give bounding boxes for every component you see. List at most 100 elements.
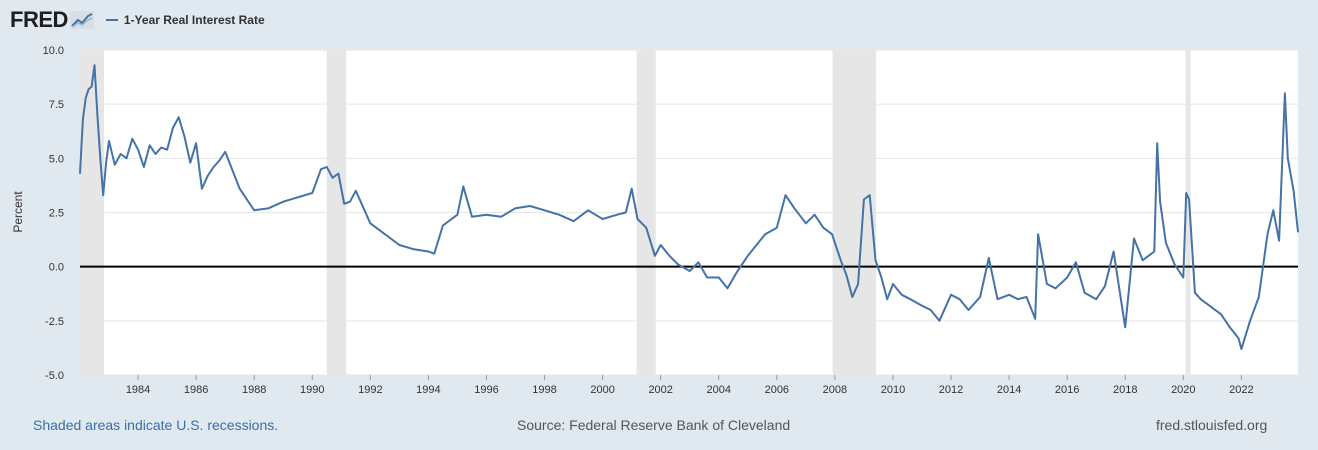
data-point <box>96 114 98 116</box>
chart-legend: 1-Year Real Interest Rate <box>105 13 265 27</box>
x-tick-label: 1986 <box>184 384 208 396</box>
data-point <box>755 244 758 246</box>
y-tick-label: -5.0 <box>45 370 64 382</box>
data-point <box>1066 276 1068 279</box>
x-tick-label: 2016 <box>1055 384 1079 396</box>
data-point <box>1258 296 1260 298</box>
data-point <box>125 157 128 159</box>
data-point <box>99 157 101 159</box>
data-point <box>1142 259 1144 261</box>
data-point <box>979 296 981 298</box>
site-link[interactable]: fred.stlouisfed.org <box>1156 417 1268 433</box>
data-point <box>239 188 241 190</box>
data-point <box>355 190 357 192</box>
data-point <box>369 222 371 224</box>
data-point <box>85 97 87 99</box>
x-tick-label: 1994 <box>416 384 440 396</box>
data-point <box>88 88 90 90</box>
data-point <box>988 257 990 259</box>
data-point <box>1055 287 1057 289</box>
data-point <box>500 216 502 218</box>
data-point <box>1124 326 1126 328</box>
x-tick-label: 2020 <box>1171 384 1195 396</box>
data-point <box>573 220 575 222</box>
data-point <box>1185 192 1187 194</box>
x-tick-label: 2000 <box>590 384 614 396</box>
data-point <box>1278 240 1280 242</box>
data-point <box>114 164 116 166</box>
y-tick-label: 10.0 <box>43 45 64 57</box>
data-point <box>326 166 328 168</box>
data-point <box>137 149 139 151</box>
data-point <box>384 233 386 235</box>
data-point <box>602 218 604 220</box>
data-point <box>831 233 833 235</box>
data-point <box>349 201 351 203</box>
data-point <box>959 298 961 300</box>
x-tick-label: 2018 <box>1113 384 1137 396</box>
x-tick-label: 1988 <box>242 384 266 396</box>
data-point <box>735 272 737 274</box>
fred-logo-text: FRED <box>10 7 68 32</box>
data-point <box>677 263 679 266</box>
x-tick-label: 1996 <box>474 384 498 396</box>
data-point <box>442 224 444 227</box>
data-point <box>154 153 157 155</box>
data-point <box>886 298 888 300</box>
data-point <box>874 259 877 261</box>
data-point <box>654 255 656 257</box>
data-point <box>82 118 84 120</box>
data-point <box>544 209 546 211</box>
data-point <box>1249 320 1251 322</box>
data-point <box>892 283 894 285</box>
data-point <box>514 207 517 209</box>
data-point <box>1237 337 1240 339</box>
x-tick-label: 1998 <box>532 384 556 396</box>
y-tick-label: 2.5 <box>49 208 64 220</box>
data-point <box>869 194 871 196</box>
data-point <box>311 192 313 194</box>
data-point <box>851 296 853 298</box>
data-point <box>784 194 787 196</box>
data-point <box>1200 298 1202 300</box>
recession-note[interactable]: Shaded areas indicate U.S. recessions. <box>33 417 279 433</box>
data-point <box>178 116 180 118</box>
data-point <box>1174 263 1176 266</box>
data-point <box>967 309 970 311</box>
x-tick-label: 1990 <box>300 384 324 396</box>
fred-logo[interactable]: FRED <box>10 7 94 33</box>
data-point <box>1075 261 1077 263</box>
data-point <box>1229 326 1231 328</box>
y-tick-label: 7.5 <box>49 99 64 111</box>
data-point <box>863 198 865 201</box>
data-point <box>413 248 415 250</box>
data-point <box>558 214 560 216</box>
y-axis-label: Percent <box>11 191 25 233</box>
x-tick-label: 2008 <box>823 384 847 396</box>
data-point <box>909 298 912 300</box>
data-point <box>1156 142 1158 144</box>
data-point <box>805 222 807 224</box>
data-point <box>1188 198 1190 201</box>
data-point <box>1084 292 1086 294</box>
x-tick-label: 2014 <box>997 384 1021 396</box>
data-point <box>930 309 932 311</box>
data-point <box>660 244 662 246</box>
data-point <box>1182 276 1184 279</box>
data-point <box>1297 231 1299 233</box>
data-point <box>631 188 633 190</box>
data-point <box>320 168 322 170</box>
data-point <box>213 166 215 168</box>
data-point <box>105 162 107 164</box>
data-point <box>840 259 842 261</box>
data-point <box>427 250 429 253</box>
data-point <box>1211 307 1213 309</box>
y-tick-label: 5.0 <box>49 153 64 165</box>
data-point <box>102 194 104 196</box>
data-point <box>1025 296 1028 298</box>
data-point <box>668 255 671 257</box>
data-point <box>822 227 824 229</box>
data-point <box>343 203 345 205</box>
data-point <box>880 276 883 279</box>
data-point <box>1046 283 1048 285</box>
